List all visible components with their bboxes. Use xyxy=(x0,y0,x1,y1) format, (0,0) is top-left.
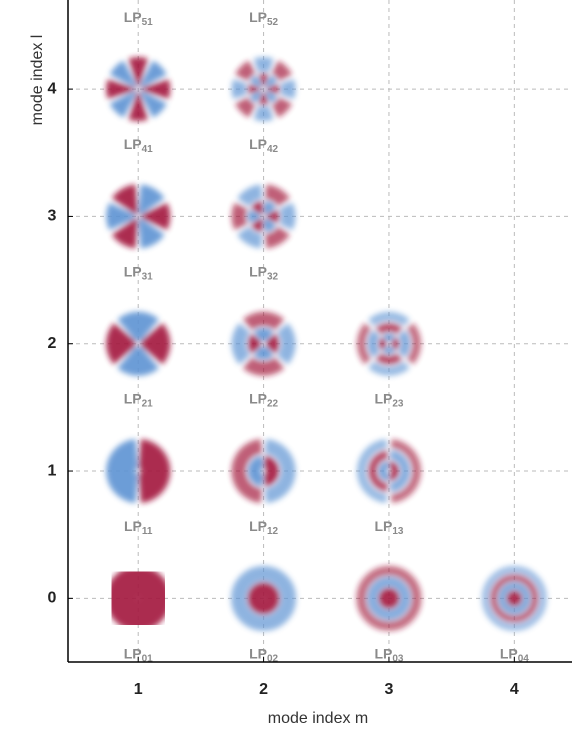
mode-label-subscript: 41 xyxy=(142,144,154,155)
y-tick-label: 3 xyxy=(48,208,57,225)
mode-lobe xyxy=(235,61,256,82)
mode-label: LP13 xyxy=(374,518,403,537)
mode-label: LP23 xyxy=(374,390,403,409)
mode-image xyxy=(106,312,170,376)
mode-label-main: LP xyxy=(124,518,142,534)
x-tick-label: 3 xyxy=(385,681,394,698)
mode-lobe xyxy=(254,106,274,121)
y-tick-label: 4 xyxy=(48,80,57,97)
mode-image xyxy=(122,582,155,615)
mode-lobe xyxy=(375,323,402,335)
mode-label-main: LP xyxy=(124,390,142,406)
mode-lobe xyxy=(280,79,295,99)
mode-label-subscript: 31 xyxy=(142,271,154,282)
mode-label-main: LP xyxy=(249,263,267,279)
mode-lobe xyxy=(243,312,284,331)
x-tick-label: 1 xyxy=(134,681,143,698)
mode-label-main: LP xyxy=(249,136,267,152)
y-tick-label: 1 xyxy=(48,462,57,479)
mode-lobe xyxy=(232,79,247,99)
mode-lobe xyxy=(138,439,170,503)
mode-lobe xyxy=(106,439,138,503)
mode-label-main: LP xyxy=(124,9,142,25)
mode-lobe xyxy=(254,57,274,72)
mode-label-subscript: 22 xyxy=(267,398,279,409)
mode-label-subscript: 42 xyxy=(267,144,279,155)
mode-label: LP11 xyxy=(124,518,153,537)
mode-label-main: LP xyxy=(124,263,142,279)
mode-label-subscript: 23 xyxy=(392,398,404,409)
mode-label-subscript: 32 xyxy=(267,271,279,282)
mode-label-main: LP xyxy=(249,390,267,406)
mode-images xyxy=(106,0,543,627)
mode-label: LP42 xyxy=(249,136,278,155)
mode-lobe xyxy=(279,203,295,230)
mode-label-main: LP xyxy=(249,518,267,534)
mode-label: LP31 xyxy=(124,263,153,282)
mode-label: LP12 xyxy=(249,518,278,537)
mode-label-main: LP xyxy=(374,645,392,661)
mode-label-subscript: 21 xyxy=(142,398,154,409)
y-axis-label: mode index l xyxy=(29,35,46,126)
mode-label-main: LP xyxy=(124,645,142,661)
mode-label: LP22 xyxy=(249,390,278,409)
mode-lobe xyxy=(272,61,293,82)
mode-label-main: LP xyxy=(500,645,518,661)
mode-ring xyxy=(122,582,155,615)
y-tick-label: 2 xyxy=(48,335,57,352)
x-tick-label: 4 xyxy=(510,681,519,698)
mode-label-main: LP xyxy=(249,645,267,661)
x-axis-label: mode index m xyxy=(268,710,369,727)
mode-label-main: LP xyxy=(374,518,392,534)
mode-lobe xyxy=(243,357,284,376)
mode-lobe xyxy=(368,330,380,357)
mode-label-main: LP xyxy=(374,390,392,406)
mode-ring xyxy=(502,586,527,611)
mode-lobe xyxy=(379,461,389,481)
mode-labels: LP01LP02LP03LP04LP11LP12LP13LP21LP22LP23… xyxy=(124,9,530,664)
chart: LP01LP02LP03LP04LP11LP12LP13LP21LP22LP23… xyxy=(0,0,572,734)
mode-label-subscript: 13 xyxy=(392,526,404,537)
mode-label-main: LP xyxy=(249,9,267,25)
mode-lobe xyxy=(235,97,256,118)
mode-label-subscript: 51 xyxy=(142,16,154,27)
mode-lobe xyxy=(272,97,293,118)
mode-label-subscript: 12 xyxy=(267,526,279,537)
mode-label-subscript: 52 xyxy=(267,16,279,27)
y-tick-label: 0 xyxy=(48,590,57,607)
mode-label: LP21 xyxy=(124,390,153,409)
mode-lobe xyxy=(232,203,248,230)
mode-label-subscript: 11 xyxy=(142,526,153,537)
x-tick-label: 2 xyxy=(259,681,268,698)
mode-lobe xyxy=(264,456,279,487)
mode-ring xyxy=(510,594,518,602)
mode-image xyxy=(485,569,543,627)
mode-label: LP32 xyxy=(249,263,278,282)
mode-label: LP41 xyxy=(124,136,153,155)
mode-label-main: LP xyxy=(124,136,142,152)
